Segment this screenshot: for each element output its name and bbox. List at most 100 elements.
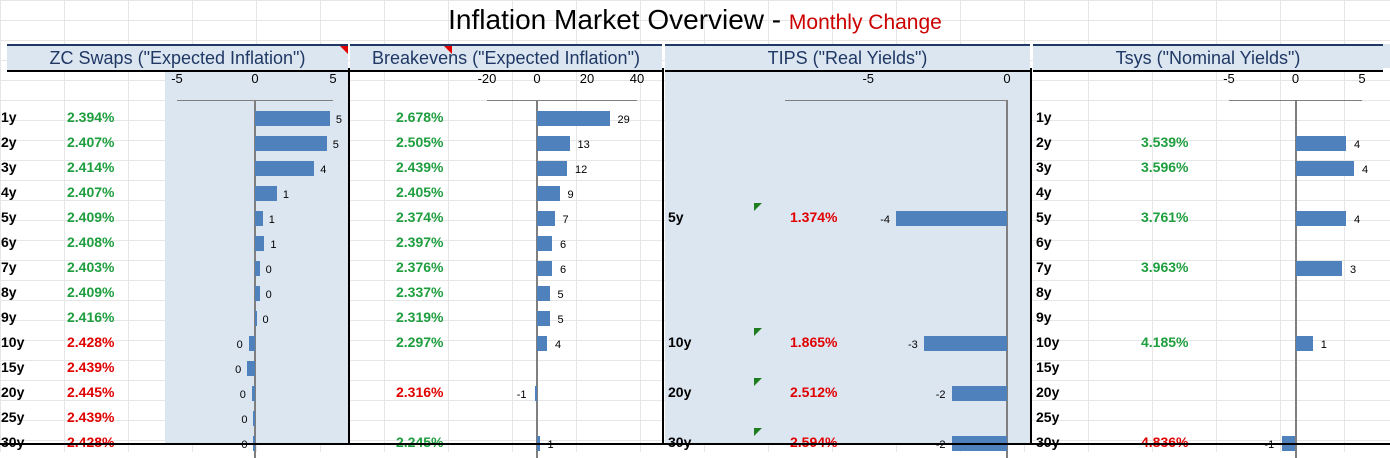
bar-10y [923,336,1007,351]
bar-data-label: 5 [332,139,339,151]
level-value: 2.407% [67,184,115,200]
level-value: 2.408% [67,234,115,250]
panel-divider [662,68,664,444]
chart-title: Inflation Market Overview - Monthly Chan… [0,4,1390,36]
level-value: 2.409% [67,209,115,225]
panel-header-tips: TIPS ("Real Yields") [665,44,1030,72]
level-value: 2.439% [67,409,115,425]
bar-10y [537,336,547,351]
panel-divider [1030,68,1032,444]
row-label: 10y [668,334,692,350]
row-label: 1y [1036,109,1052,125]
row-label: 20y [668,384,692,400]
axis-tick-label: 5 [329,71,337,86]
bar-1y [537,111,610,126]
bar-2y [537,136,570,151]
panel-header-tsys: Tsys ("Nominal Yields") [1033,44,1383,72]
row-label: 6y [1036,234,1052,250]
level-value: 2.403% [67,259,115,275]
zero-axis-line [1006,100,1008,458]
row-label: 30y [1036,434,1060,450]
level-value: 2.414% [67,159,115,175]
row-label: 9y [1,309,17,325]
bar-6y [255,236,265,251]
axis-tick-label: -5 [171,71,183,86]
axis-tick-label: 0 [251,71,259,86]
bar-data-label: 1 [282,189,289,201]
comment-flag-icon [754,203,762,211]
level-value: 3.963% [1141,259,1189,275]
level-value: 2.439% [67,359,115,375]
bar-3y [537,161,567,176]
row-label: 30y [668,434,692,450]
zero-axis-line [1294,100,1297,458]
bar-data-label: -4 [880,214,890,226]
bar-data-label: 9 [567,189,574,201]
panel-divider [348,68,350,444]
panel-zc-swaps: ZC Swaps ("Expected Inflation") -5 0 5 1y 2.… [1,44,348,458]
bar-data-label: 0 [262,314,269,326]
bar-8y [537,286,550,301]
comment-flag-icon [340,46,348,54]
bar-data-label: 6 [560,239,567,251]
bar-data-label: 6 [560,264,567,276]
axis-tick-label: 0 [533,71,541,86]
bar-2y [1295,136,1347,151]
axis-tick-label: -20 [477,71,497,86]
comment-flag-icon [754,328,762,336]
axis-tick-label: -5 [1223,71,1235,86]
bar-data-label: 3 [1350,264,1357,276]
bar-20y [951,386,1007,401]
row-label: 7y [1,259,17,275]
bar-data-label: 7 [562,214,569,226]
comment-flag-icon [444,46,452,54]
level-value: 2.376% [396,259,444,275]
bar-5y [1295,211,1347,226]
bar-7y [1295,261,1343,276]
row-label: 25y [1036,409,1060,425]
table-bottom-border [0,443,1390,445]
row-label: 1y [1,109,17,125]
zero-axis-line [254,100,256,458]
level-value: 2.439% [396,159,444,175]
row-label: 20y [1036,384,1060,400]
level-value: 2.409% [67,284,115,300]
bar-6y [537,236,552,251]
row-label: 5y [668,209,684,225]
bar-data-label: 1 [268,214,275,226]
comment-flag-icon [754,428,762,436]
level-value: 2.445% [67,384,115,400]
level-value: 2.678% [396,109,444,125]
axis-tick-label: -5 [862,71,875,86]
row-label: 4y [1036,184,1052,200]
bar-data-label: -2 [935,389,946,401]
bar-25y [253,411,256,426]
bar-data-label: 4 [1354,139,1361,151]
bar-data-label: 4 [1362,164,1369,176]
row-label: 2y [1,134,17,150]
level-value: 3.596% [1141,159,1189,175]
level-value: 1.374% [790,209,838,225]
row-label: 15y [1036,359,1060,375]
bar-10y [248,336,255,351]
panel-tips: TIPS ("Real Yields") -5 0 5y 1.374% -4 10y 1.8… [665,44,1030,458]
row-label: 6y [1,234,17,250]
bar-9y [255,311,257,326]
bar-data-label: -1 [516,389,527,401]
header-overflow [1383,44,1390,68]
row-label: 10y [1036,334,1060,350]
row-label: 20y [1,384,25,400]
panel-breakevens: Breakevens ("Expected Inflation") -20 0 20… [350,44,662,458]
level-value: 2.374% [396,209,444,225]
bar-5y [896,211,1007,226]
bar-data-label: 0 [239,389,246,401]
zero-axis-line [536,100,538,458]
title-subtitle: Monthly Change [788,11,942,34]
level-value: 4.836% [1141,434,1189,450]
bar-7y [537,261,552,276]
bar-5y [537,211,555,226]
bar-20y [534,386,537,401]
level-value: 2.505% [396,134,444,150]
bar-data-label: 1 [547,439,554,451]
level-value: 2.297% [396,334,444,350]
